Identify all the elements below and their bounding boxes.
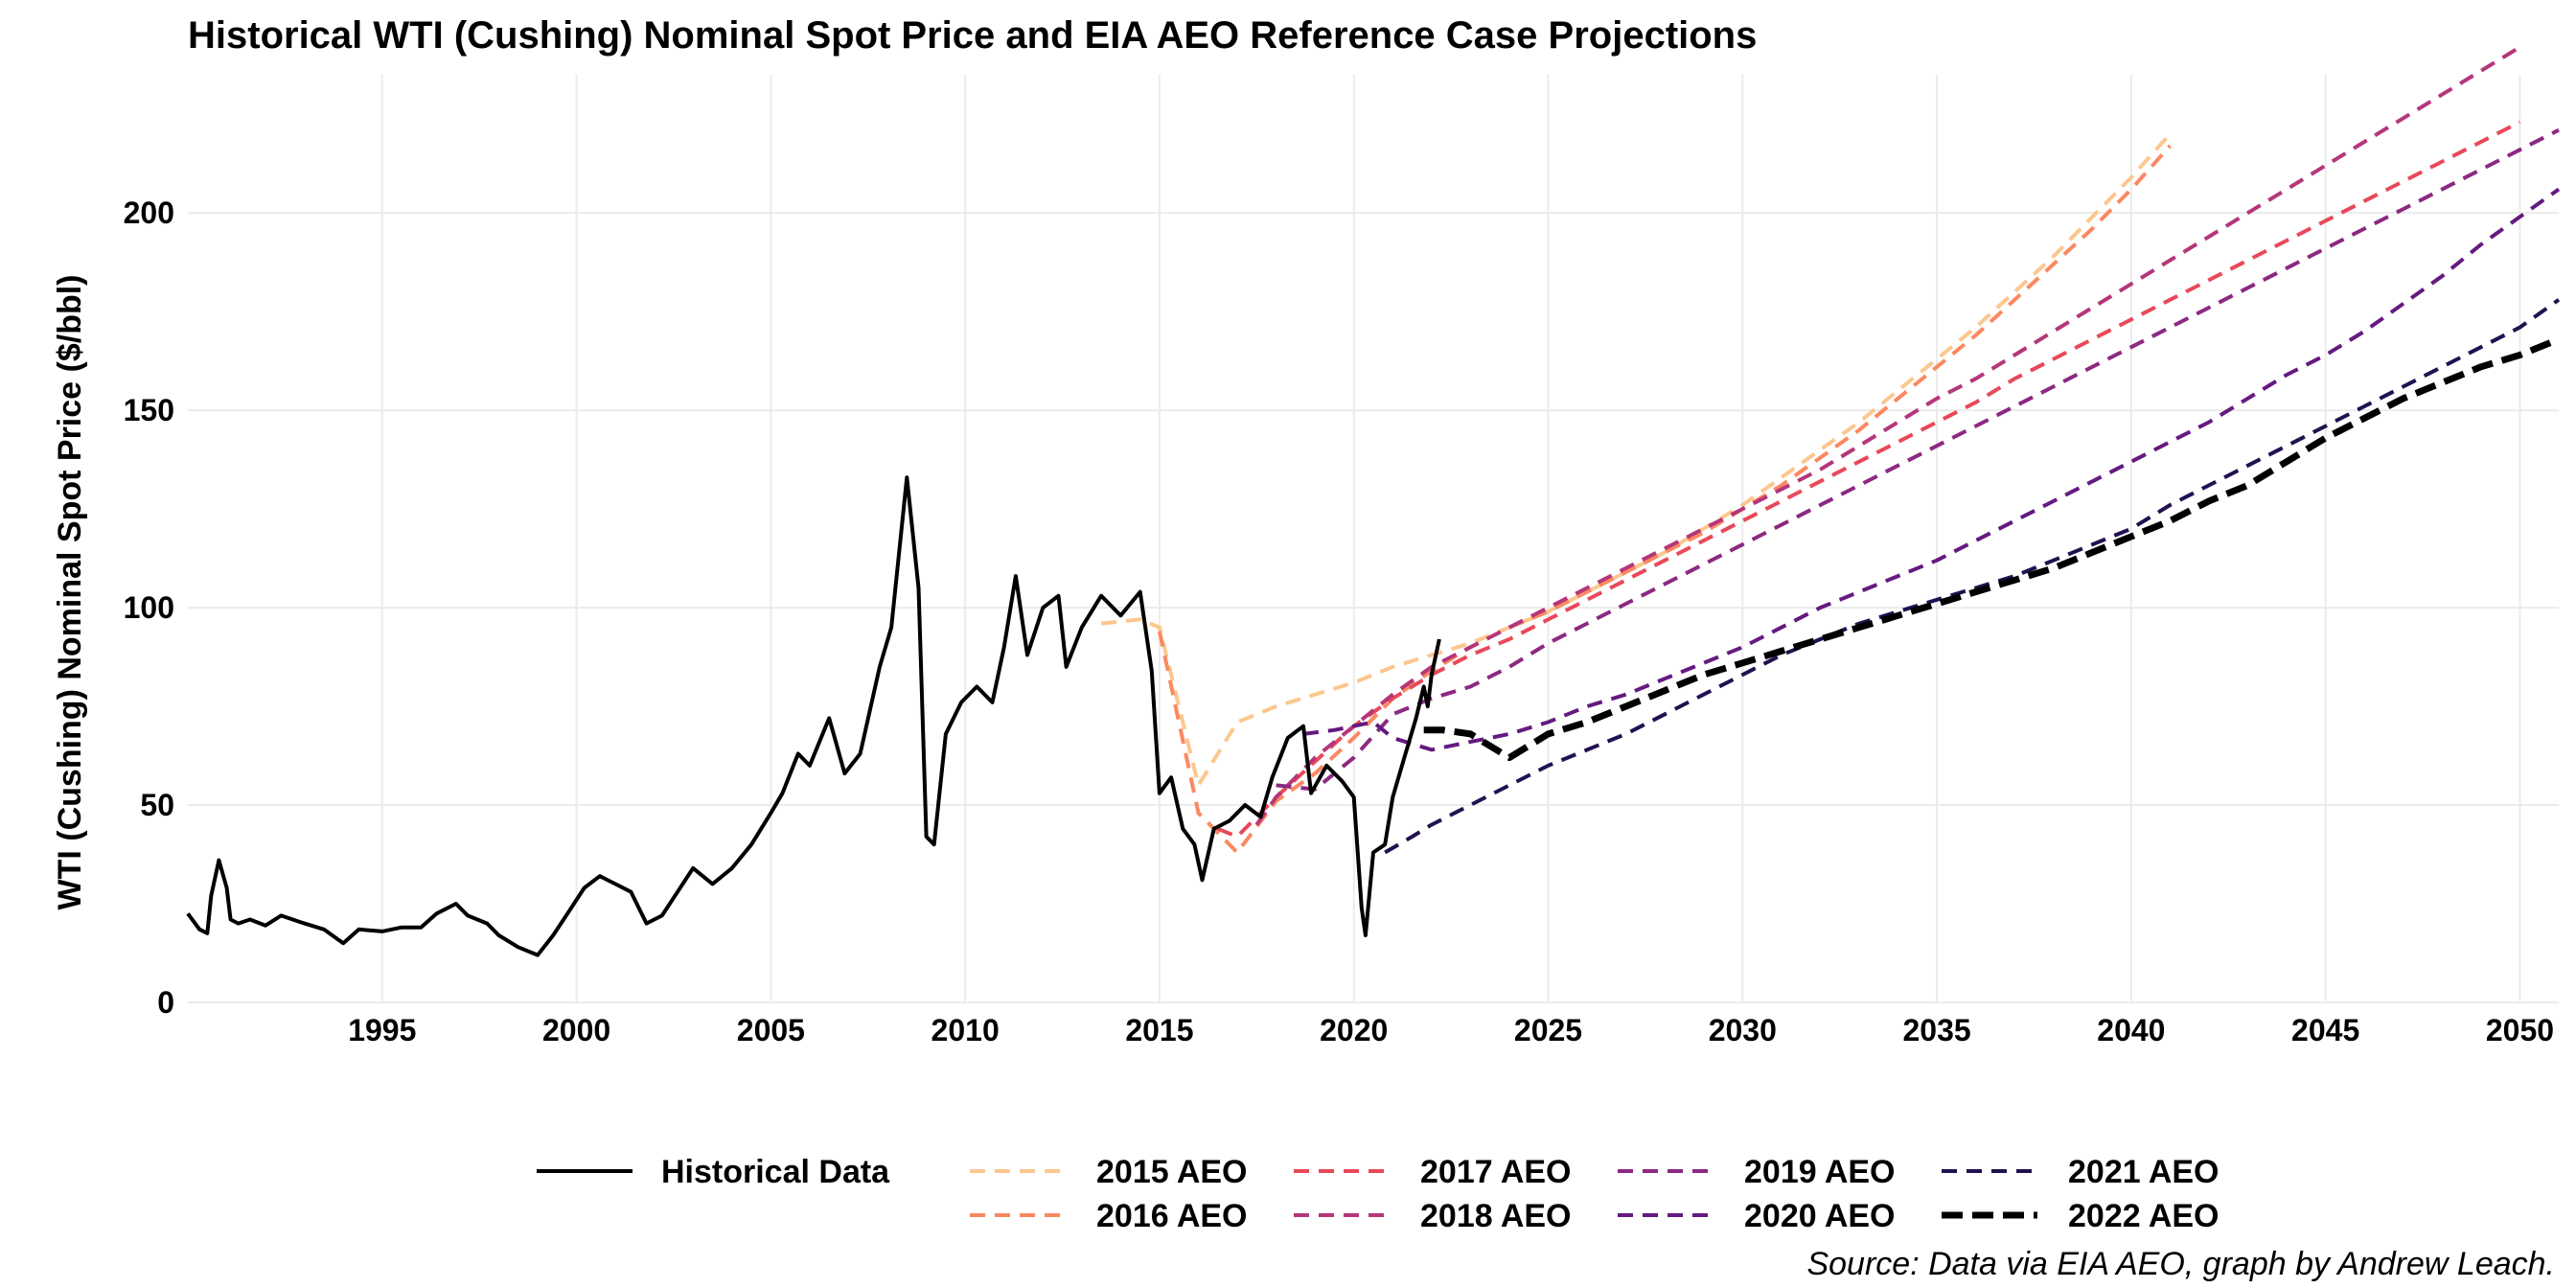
series-line-2022-aeo (1423, 335, 2561, 762)
x-tick-label: 2030 (1709, 1013, 1777, 1047)
legend: Historical Data 2015 AEO 2016 AEO 2017 AEO 2… (537, 1154, 2220, 1234)
legend-label-2022-aeo: 2022 AEO (2068, 1198, 2220, 1234)
series-lines (186, 45, 2561, 957)
series-line-2020-aeo (1302, 187, 2561, 752)
legend-label-2016-aeo: 2016 AEO (1096, 1198, 1248, 1234)
y-tick-label: 200 (124, 196, 174, 230)
x-tick-label: 2000 (542, 1013, 610, 1047)
series-line-historical-data (186, 475, 1441, 957)
x-tick-label: 2050 (2486, 1013, 2554, 1047)
legend-label-2018-aeo: 2018 AEO (1420, 1198, 1572, 1234)
chart-caption: Source: Data via EIA AEO, graph by Andre… (1806, 1246, 2555, 1282)
x-tick-label: 2020 (1320, 1013, 1388, 1047)
series-line-2017-aeo (1217, 120, 2521, 839)
series-line-2018-aeo (1254, 45, 2521, 826)
legend-label-2019-aeo: 2019 AEO (1744, 1154, 1896, 1190)
series-line-2019-aeo (1276, 127, 2560, 792)
series-line-2015-aeo (1100, 132, 2172, 788)
legend-label-historical-data: Historical Data (661, 1154, 890, 1190)
x-tick-label: 2005 (737, 1013, 805, 1047)
x-tick-label: 2010 (932, 1013, 1000, 1047)
chart-title: Historical WTI (Cushing) Nominal Spot Pr… (188, 14, 1757, 57)
legend-label-2021-aeo: 2021 AEO (2068, 1154, 2220, 1190)
y-tick-label: 0 (157, 985, 174, 1020)
x-tick-label: 2045 (2291, 1013, 2359, 1047)
legend-label-2015-aeo: 2015 AEO (1096, 1154, 1248, 1190)
y-tick-label: 50 (140, 788, 174, 822)
series-line-2021-aeo (1384, 298, 2561, 855)
x-tick-label: 2035 (1902, 1013, 1970, 1047)
gridlines (188, 75, 2559, 1003)
legend-label-2020-aeo: 2020 AEO (1744, 1198, 1896, 1234)
y-axis-label: WTI (Cushing) Nominal Spot Price ($/bbl) (52, 275, 88, 910)
tick-labels: 1995 2000 2005 2010 2015 2020 2025 2030 2035 2040… (124, 196, 2554, 1047)
legend-label-2017-aeo: 2017 AEO (1420, 1154, 1572, 1190)
x-tick-label: 2015 (1125, 1013, 1193, 1047)
x-tick-label: 2025 (1514, 1013, 1582, 1047)
x-tick-label: 2040 (2097, 1013, 2165, 1047)
y-tick-label: 150 (124, 393, 174, 427)
series-line-2016-aeo (1157, 144, 2172, 855)
x-tick-label: 1995 (348, 1013, 416, 1047)
y-tick-label: 100 (124, 590, 174, 625)
